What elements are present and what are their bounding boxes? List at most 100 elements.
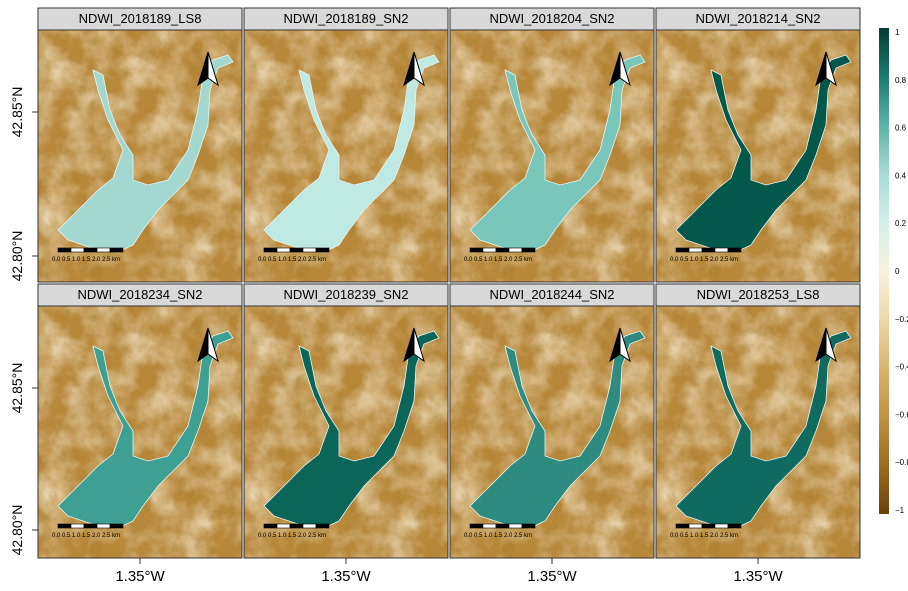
north-arrow [609, 327, 621, 363]
legend-label: −0.8 [895, 458, 908, 467]
panel: NDWI_2018253_LS8 0.0 0.5 1.0 1.5 2.0 2.5 … [655, 283, 861, 559]
scale-bar-label: 0.0 0.5 1.0 1.5 2.0 2.5 km [52, 257, 120, 263]
scale-bar [315, 523, 330, 529]
scale-bar [96, 247, 111, 253]
legend-label: 0 [895, 267, 900, 276]
scale-bar-label: 0.0 0.5 1.0 1.5 2.0 2.5 km [670, 257, 738, 263]
north-arrow [815, 51, 827, 87]
scale-bar-label: 0.0 0.5 1.0 1.5 2.0 2.5 km [258, 257, 326, 263]
scale-bar [727, 523, 742, 529]
legend-label: 0.8 [895, 76, 907, 85]
map: 0.0 0.5 1.0 1.5 2.0 2.5 km [449, 29, 655, 283]
panel-title: NDWI_2018253_LS8 [697, 287, 820, 302]
scale-bar [469, 247, 484, 253]
legend-label: −0.6 [895, 410, 908, 419]
scale-bar-label: 0.0 0.5 1.0 1.5 2.0 2.5 km [464, 533, 532, 539]
scale-bar [675, 247, 690, 253]
scale-bar [482, 247, 497, 253]
scale-bar [263, 523, 278, 529]
panel-border [243, 29, 449, 283]
scale-bar [688, 247, 703, 253]
y-axis-label: 42.85°N [9, 363, 25, 414]
scale-bar [70, 247, 85, 253]
scale-bar [495, 247, 510, 253]
north-arrow [815, 327, 827, 363]
panel: NDWI_2018189_SN2 0.0 0.5 1.0 1.5 2.0 2.5 … [243, 7, 449, 283]
map: 0.0 0.5 1.0 1.5 2.0 2.5 km [37, 29, 243, 283]
north-arrow [403, 51, 415, 87]
legend-label: −0.4 [895, 363, 908, 372]
scale-bar [289, 523, 304, 529]
panel-title: NDWI_2018239_SN2 [283, 287, 408, 302]
scale-bar [302, 247, 317, 253]
map: 0.0 0.5 1.0 1.5 2.0 2.5 km [655, 305, 861, 559]
panel-border [449, 29, 655, 283]
x-axis-label: 1.35°W [733, 568, 783, 585]
scale-bar-label: 0.0 0.5 1.0 1.5 2.0 2.5 km [670, 533, 738, 539]
scale-bar [109, 247, 124, 253]
y-axis-label: 42.80°N [9, 505, 25, 556]
x-axis-label: 1.35°W [321, 568, 371, 585]
scale-bar [302, 523, 317, 529]
scale-bar [469, 523, 484, 529]
scale-bar [70, 523, 85, 529]
scale-bar [688, 523, 703, 529]
scale-bar-label: 0.0 0.5 1.0 1.5 2.0 2.5 km [52, 533, 120, 539]
scale-bar [83, 247, 98, 253]
north-arrow [609, 51, 621, 87]
map: 0.0 0.5 1.0 1.5 2.0 2.5 km [243, 305, 449, 559]
scale-bar-label: 0.0 0.5 1.0 1.5 2.0 2.5 km [258, 533, 326, 539]
panel-title: NDWI_2018189_SN2 [283, 11, 408, 26]
north-arrow [197, 327, 209, 363]
legend-label: 1 [895, 28, 900, 37]
legend-label: −1 [895, 506, 905, 515]
y-axis-label: 42.80°N [9, 231, 25, 282]
panel-title: NDWI_2018244_SN2 [489, 287, 614, 302]
scale-bar [109, 523, 124, 529]
map: 0.0 0.5 1.0 1.5 2.0 2.5 km [243, 29, 449, 283]
map: 0.0 0.5 1.0 1.5 2.0 2.5 km [655, 29, 861, 283]
north-arrow [197, 51, 209, 87]
map: 0.0 0.5 1.0 1.5 2.0 2.5 km [449, 305, 655, 559]
scale-bar [508, 247, 523, 253]
panel: NDWI_2018214_SN2 0.0 0.5 1.0 1.5 2.0 2.5 … [655, 7, 861, 283]
panel-title: NDWI_2018214_SN2 [695, 11, 820, 26]
scale-bar [57, 247, 72, 253]
y-axis-label: 42.85°N [9, 87, 25, 138]
panel-title: NDWI_2018204_SN2 [489, 11, 614, 26]
panel: NDWI_2018204_SN2 0.0 0.5 1.0 1.5 2.0 2.5 … [449, 7, 655, 283]
scale-bar [521, 247, 536, 253]
x-axis-label: 1.35°W [115, 568, 165, 585]
panel-title: NDWI_2018234_SN2 [77, 287, 202, 302]
panel: NDWI_2018189_LS8 0.0 0.5 1.0 1.5 2.0 2.5 … [37, 7, 243, 283]
legend-label: 0.6 [895, 124, 907, 133]
scale-bar [315, 247, 330, 253]
panel-border [37, 29, 243, 283]
scale-bar [482, 523, 497, 529]
legend-label: 0.2 [895, 219, 907, 228]
scale-bar [83, 523, 98, 529]
scale-bar-label: 0.0 0.5 1.0 1.5 2.0 2.5 km [464, 257, 532, 263]
map: 0.0 0.5 1.0 1.5 2.0 2.5 km [37, 305, 243, 559]
scale-bar [714, 247, 729, 253]
scale-bar [727, 247, 742, 253]
scale-bar [289, 247, 304, 253]
panel: NDWI_2018234_SN2 0.0 0.5 1.0 1.5 2.0 2.5 … [37, 283, 243, 559]
north-arrow [403, 327, 415, 363]
scale-bar [495, 523, 510, 529]
scale-bar [276, 523, 291, 529]
scale-bar [263, 247, 278, 253]
scale-bar [57, 523, 72, 529]
scale-bar [521, 523, 536, 529]
panel: NDWI_2018244_SN2 0.0 0.5 1.0 1.5 2.0 2.5 … [449, 283, 655, 559]
panel: NDWI_2018239_SN2 0.0 0.5 1.0 1.5 2.0 2.5 … [243, 283, 449, 559]
scale-bar [96, 523, 111, 529]
scale-bar [701, 247, 716, 253]
panel-border [655, 29, 861, 283]
scale-bar [276, 247, 291, 253]
legend-label: 0.4 [895, 171, 907, 180]
colorbar [879, 28, 889, 514]
scale-bar [714, 523, 729, 529]
scale-bar [675, 523, 690, 529]
